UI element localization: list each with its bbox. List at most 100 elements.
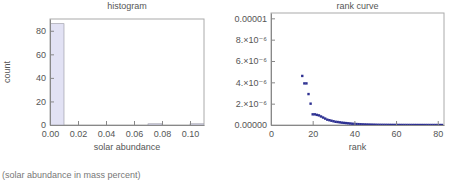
tick-mark: [313, 121, 314, 125]
tick: 40: [36, 73, 54, 83]
scatter-point: [301, 75, 303, 77]
scatter-point: [382, 124, 384, 125]
histogram-bar: [120, 125, 134, 126]
tick-label: 8.×10⁻⁶: [236, 35, 268, 45]
scatter-point: [355, 123, 357, 125]
tick-mark: [354, 121, 355, 125]
tick: 80: [36, 26, 54, 36]
plot-frame: [50, 19, 204, 125]
tick-label: 60: [392, 129, 402, 139]
tick: 20: [36, 97, 54, 107]
scatter-point: [432, 124, 434, 125]
tick: 6.×10⁻⁶: [236, 56, 275, 66]
tick-label: 0: [269, 129, 274, 139]
scatter-point: [339, 121, 341, 123]
scatter-point: [399, 124, 401, 125]
tick-label: 80: [36, 26, 46, 36]
tick: 2.×10⁻⁶: [236, 99, 275, 109]
tick: 0.06: [126, 121, 144, 139]
tick: 60: [392, 121, 402, 139]
scatter-point: [330, 120, 332, 122]
tick-label: 20: [308, 129, 318, 139]
tick-mark: [271, 125, 275, 126]
tick-mark: [271, 61, 275, 62]
tick-mark: [162, 121, 163, 125]
panel: 0.000.020.040.060.080.10020406080histogr…: [2, 1, 205, 152]
histogram-bar: [134, 125, 148, 126]
chart-title: rank curve: [336, 1, 378, 11]
y-axis: 0 20 40 60 80: [36, 20, 54, 131]
scatter-point: [334, 121, 336, 123]
axis-line: [51, 125, 205, 126]
tick-mark: [78, 121, 79, 125]
tick: 8.×10⁻⁶: [236, 35, 275, 45]
scatter-point: [397, 124, 399, 125]
marks: [50, 24, 204, 125]
scatter-point: [407, 124, 409, 125]
marks: [301, 75, 443, 125]
scatter-point: [422, 124, 424, 125]
tick: 0: [41, 120, 54, 130]
scatter-point: [424, 124, 426, 125]
scatter-point: [414, 124, 416, 125]
scatter-point: [430, 124, 432, 125]
tick: 0.00001: [234, 14, 275, 24]
scatter-point: [320, 115, 322, 117]
scatter-point: [318, 114, 320, 116]
axis-line: [271, 14, 272, 126]
scatter-point: [409, 124, 411, 125]
tick-mark: [50, 78, 54, 79]
scatter-point: [391, 124, 393, 125]
tick-label: 0.00: [42, 129, 60, 139]
tick-mark: [271, 18, 275, 19]
tick-mark: [438, 121, 439, 125]
tick-label: 0.04: [98, 129, 116, 139]
tick-label: 0: [41, 120, 46, 130]
scatter-point: [403, 124, 405, 125]
scatter-point: [316, 114, 318, 116]
histogram-bar: [92, 125, 106, 126]
tick-label: 40: [36, 73, 46, 83]
histogram-bar: [78, 125, 92, 126]
y-axis-title: count: [2, 60, 12, 83]
scatter-point: [378, 124, 380, 125]
scatter-point: [370, 123, 372, 125]
scatter-point: [434, 124, 436, 125]
histogram-bar: [162, 125, 176, 126]
tick: 60: [36, 50, 54, 60]
tick: 80: [433, 121, 443, 139]
scatter-point: [347, 122, 349, 124]
caption: (solar abundance in mass percent): [2, 170, 141, 180]
scatter-point: [374, 124, 376, 125]
panel: 0204060800.000002.×10⁻⁶4.×10⁻⁶6.×10⁻⁶8.×…: [234, 1, 444, 152]
scatter-point: [322, 116, 324, 118]
histogram-bar: [176, 125, 190, 126]
chart-root: 0.000.020.040.060.080.10020406080histogr…: [0, 0, 451, 184]
scatter-point: [303, 82, 305, 84]
scatter-point: [389, 124, 391, 125]
scatter-point: [387, 124, 389, 125]
histogram-bar: [50, 24, 64, 125]
scatter-point: [372, 123, 374, 125]
scatter-point: [357, 123, 359, 125]
axis-line: [272, 125, 445, 126]
histogram-bar: [106, 125, 120, 126]
scatter-point: [366, 123, 368, 125]
scatter-point: [416, 124, 418, 125]
tick: 0.04: [98, 121, 116, 139]
scatter-point: [426, 124, 428, 125]
scatter-point: [362, 123, 364, 125]
scatter-point: [307, 93, 309, 95]
chart-title: histogram: [107, 1, 147, 11]
axis-line: [50, 20, 51, 126]
tick-mark: [396, 121, 397, 125]
scatter-point: [326, 118, 328, 120]
tick-label: 2.×10⁻⁶: [236, 99, 268, 109]
scatter-point: [376, 124, 378, 125]
tick: 40: [350, 121, 360, 139]
histogram-bar: [148, 124, 162, 125]
scatter-point: [345, 122, 347, 124]
x-axis-title: rank: [349, 142, 367, 152]
scatter-point: [412, 124, 414, 125]
tick-mark: [271, 104, 275, 105]
